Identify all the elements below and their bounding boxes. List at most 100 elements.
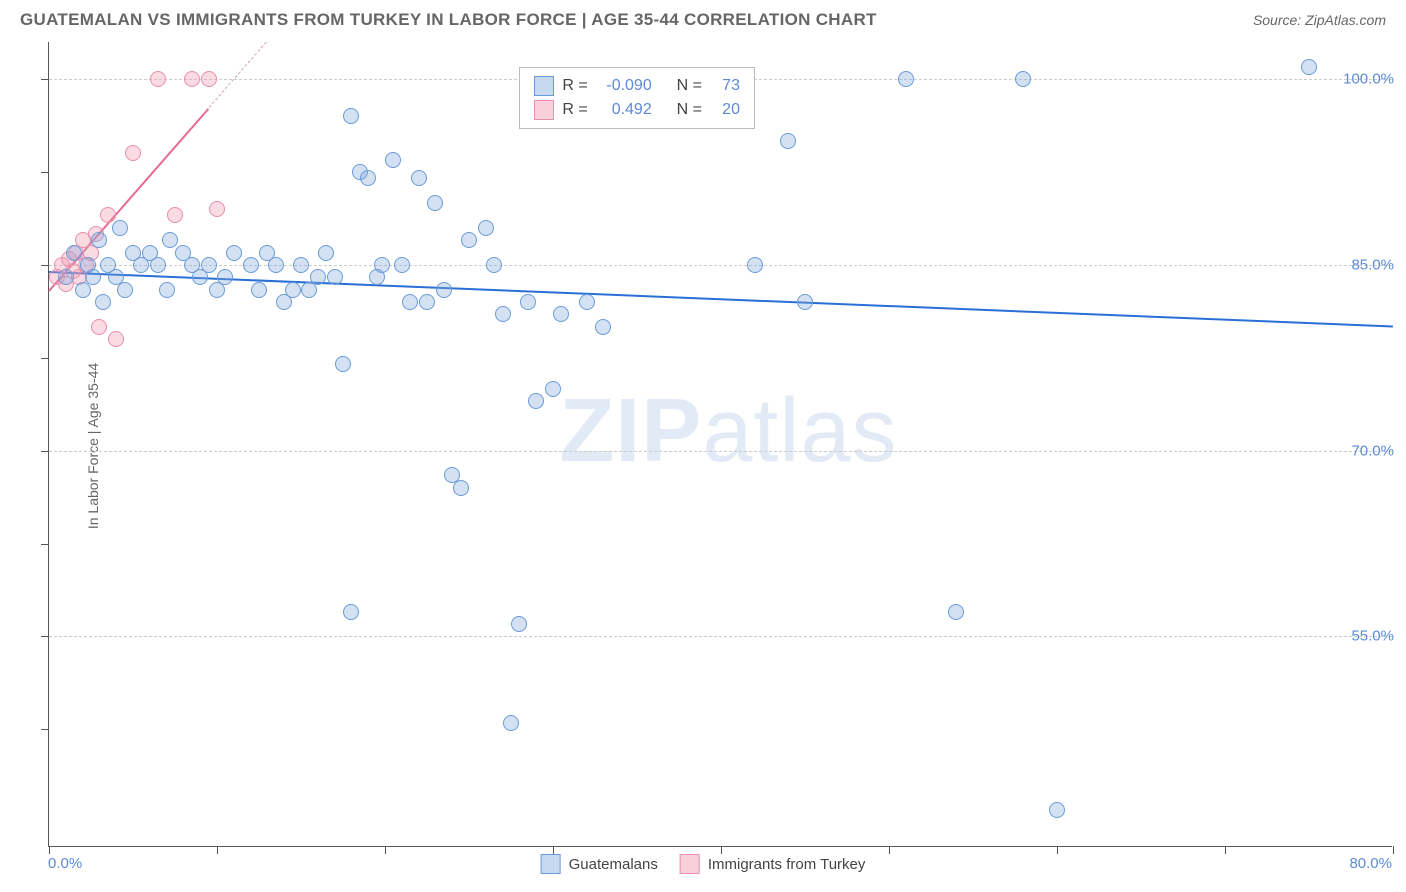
n-label: N = — [677, 98, 702, 122]
y-tick — [41, 172, 49, 173]
data-point — [293, 257, 309, 273]
data-point — [108, 331, 124, 347]
data-point — [159, 282, 175, 298]
blue-swatch — [534, 76, 554, 96]
r-value: -0.090 — [596, 74, 652, 98]
x-tick — [1057, 846, 1058, 854]
correlation-stats-box: R =-0.090 N =73R =0.492 N =20 — [519, 67, 755, 129]
data-point — [184, 71, 200, 87]
data-point — [125, 145, 141, 161]
y-tick — [41, 265, 49, 266]
chart-title: GUATEMALAN VS IMMIGRANTS FROM TURKEY IN … — [20, 10, 877, 30]
n-label: N = — [677, 74, 702, 98]
y-tick — [41, 544, 49, 545]
data-point — [747, 257, 763, 273]
source-attribution: Source: ZipAtlas.com — [1253, 12, 1386, 28]
r-value: 0.492 — [596, 98, 652, 122]
data-point — [553, 306, 569, 322]
blue-swatch — [541, 854, 561, 874]
data-point — [898, 71, 914, 87]
data-point — [85, 269, 101, 285]
data-point — [394, 257, 410, 273]
y-tick — [41, 636, 49, 637]
data-point — [1015, 71, 1031, 87]
data-point — [948, 604, 964, 620]
n-value: 20 — [710, 98, 740, 122]
data-point — [453, 480, 469, 496]
data-point — [1049, 802, 1065, 818]
data-point — [112, 220, 128, 236]
data-point — [91, 232, 107, 248]
data-point — [595, 319, 611, 335]
r-label: R = — [562, 74, 587, 98]
data-point — [511, 616, 527, 632]
gridline — [49, 636, 1392, 637]
data-point — [150, 71, 166, 87]
x-tick — [553, 846, 554, 854]
n-value: 73 — [710, 74, 740, 98]
data-point — [318, 245, 334, 261]
x-tick — [217, 846, 218, 854]
data-point — [95, 294, 111, 310]
data-point — [251, 282, 267, 298]
y-tick-label: 85.0% — [1351, 256, 1394, 273]
y-tick-label: 70.0% — [1351, 442, 1394, 459]
pink-swatch — [534, 100, 554, 120]
legend-item: Guatemalans — [541, 854, 658, 874]
data-point — [486, 257, 502, 273]
data-point — [385, 152, 401, 168]
data-point — [343, 108, 359, 124]
legend-label: Immigrants from Turkey — [708, 856, 866, 873]
x-axis-max-label: 80.0% — [1349, 855, 1392, 872]
data-point — [66, 245, 82, 261]
data-point — [209, 201, 225, 217]
regression-line-extension — [208, 42, 266, 108]
data-point — [495, 306, 511, 322]
data-point — [243, 257, 259, 273]
data-point — [374, 257, 390, 273]
data-point — [1301, 59, 1317, 75]
data-point — [411, 170, 427, 186]
data-point — [201, 257, 217, 273]
regression-line — [49, 271, 1393, 327]
gridline — [49, 451, 1392, 452]
data-point — [579, 294, 595, 310]
data-point — [780, 133, 796, 149]
data-point — [117, 282, 133, 298]
data-point — [478, 220, 494, 236]
data-point — [58, 269, 74, 285]
data-point — [461, 232, 477, 248]
data-point — [797, 294, 813, 310]
data-point — [360, 170, 376, 186]
y-tick — [41, 358, 49, 359]
y-tick — [41, 79, 49, 80]
data-point — [217, 269, 233, 285]
pink-swatch — [680, 854, 700, 874]
y-tick-label: 55.0% — [1351, 628, 1394, 645]
y-tick-label: 100.0% — [1343, 71, 1394, 88]
data-point — [327, 269, 343, 285]
bottom-legend: Guatemalans Immigrants from Turkey — [541, 854, 866, 874]
data-point — [268, 257, 284, 273]
x-tick — [1225, 846, 1226, 854]
data-point — [419, 294, 435, 310]
data-point — [150, 257, 166, 273]
x-tick — [385, 846, 386, 854]
data-point — [167, 207, 183, 223]
data-point — [436, 282, 452, 298]
legend-item: Immigrants from Turkey — [680, 854, 866, 874]
y-tick — [41, 729, 49, 730]
x-tick — [889, 846, 890, 854]
data-point — [520, 294, 536, 310]
data-point — [402, 294, 418, 310]
data-point — [427, 195, 443, 211]
watermark: ZIPatlas — [559, 380, 897, 483]
data-point — [503, 715, 519, 731]
data-point — [285, 282, 301, 298]
data-point — [335, 356, 351, 372]
x-tick — [1393, 846, 1394, 854]
legend-label: Guatemalans — [569, 856, 658, 873]
data-point — [226, 245, 242, 261]
data-point — [201, 71, 217, 87]
data-point — [545, 381, 561, 397]
